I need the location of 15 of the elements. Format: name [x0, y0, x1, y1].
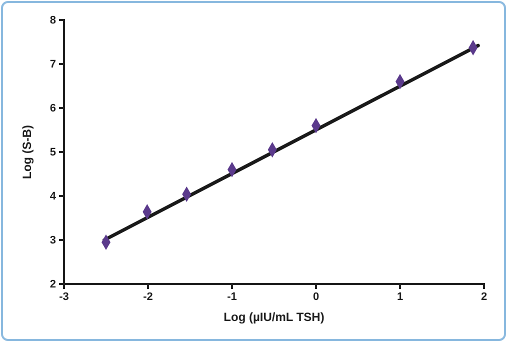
y-tick-label: 8: [50, 14, 56, 27]
y-tick-label: 5: [50, 146, 56, 159]
y-tick-label: 6: [50, 102, 56, 115]
x-tick-label: 1: [396, 290, 404, 303]
y-tick-label: 4: [50, 190, 57, 203]
x-tick-label: -3: [59, 290, 69, 303]
x-tick-label: -2: [143, 290, 153, 303]
y-axis-title: Log (S-B): [20, 125, 34, 179]
y-tick-label: 2: [50, 278, 56, 291]
x-tick-label: 2: [480, 290, 488, 303]
y-tick-label: 7: [50, 58, 56, 71]
x-tick-label: 0: [312, 290, 320, 303]
x-axis-title: Log (µIU/mL TSH): [224, 310, 324, 324]
y-tick-label: 3: [50, 234, 56, 247]
x-tick-label: -1: [227, 290, 237, 303]
